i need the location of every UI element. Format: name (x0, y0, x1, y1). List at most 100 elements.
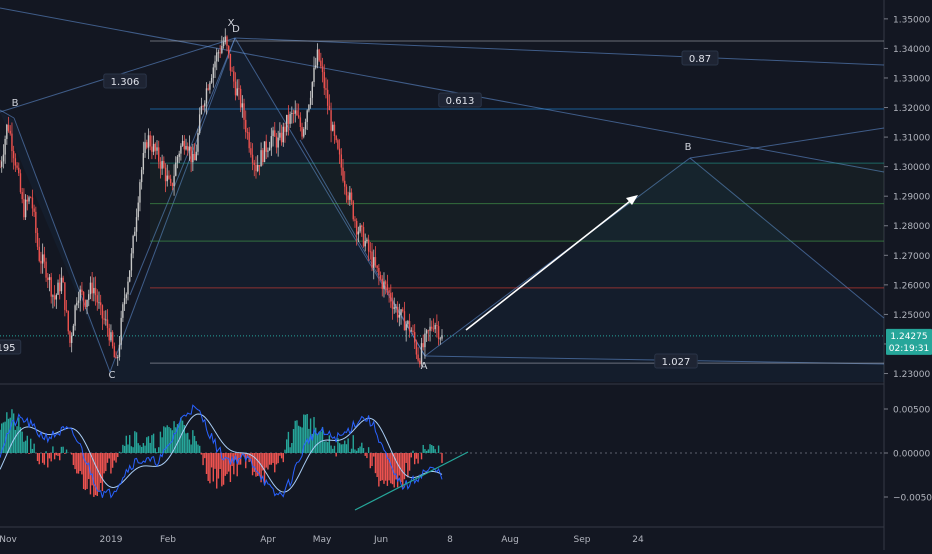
histogram-bar (334, 446, 335, 453)
histogram-bar (284, 450, 285, 453)
pattern-point-label: C (109, 370, 116, 381)
candle-body (250, 148, 251, 155)
histogram-bar (105, 453, 106, 471)
histogram-bar (267, 453, 268, 469)
histogram-bar (189, 440, 190, 453)
candle-body (351, 193, 352, 202)
histogram-bar (86, 453, 87, 489)
candle-body (98, 302, 99, 303)
histogram-bar (209, 453, 210, 483)
histogram-bar (15, 430, 16, 453)
candle-body (231, 71, 232, 72)
candle-body (320, 61, 321, 67)
histogram-bar (132, 447, 133, 453)
histogram-bar (201, 453, 202, 455)
histogram-bar (230, 453, 231, 482)
candle-body (240, 89, 241, 108)
candle-body (424, 334, 425, 348)
histogram-bar (160, 432, 161, 453)
candle-body (291, 113, 292, 114)
candle-body (370, 251, 371, 252)
candle-body (199, 114, 200, 133)
candle-body (237, 88, 238, 95)
histogram-bar (170, 428, 171, 453)
candle-body (327, 90, 328, 106)
candle-body (243, 103, 244, 120)
candle-body (42, 254, 43, 263)
candle-body (428, 330, 429, 331)
pattern-point-label: B (685, 142, 692, 153)
candle-body (81, 290, 82, 292)
histogram-bar (81, 453, 82, 474)
candle-body (170, 179, 171, 183)
candle-body (218, 52, 219, 53)
histogram-bar (298, 426, 299, 453)
histogram-bar (424, 449, 425, 453)
histogram-bar (126, 436, 127, 453)
histogram-bar (199, 446, 200, 453)
histogram-bar (351, 449, 352, 453)
histogram-bar (112, 453, 113, 468)
histogram-bar (264, 453, 265, 484)
histogram-bar (33, 444, 34, 453)
candle-body (129, 270, 130, 281)
candle-body (76, 303, 77, 306)
candle-body (117, 357, 118, 358)
histogram-bar (204, 453, 205, 458)
candle-body (335, 136, 336, 140)
candle-body (281, 133, 282, 143)
histogram-bar (341, 444, 342, 453)
candle-body (100, 302, 101, 305)
histogram-bar (129, 435, 130, 453)
candle-body (426, 330, 427, 333)
candle-body (226, 37, 227, 46)
histogram-bar (255, 453, 256, 477)
histogram-bar (155, 448, 156, 453)
histogram-bar (127, 444, 128, 453)
candle-body (438, 326, 439, 339)
candle-body (387, 284, 388, 290)
histogram-bar (286, 439, 287, 453)
candle-body (219, 52, 220, 53)
histogram-bar (228, 453, 229, 472)
candle-body (349, 193, 350, 200)
candle-body (371, 252, 372, 268)
histogram-bar (428, 449, 429, 453)
candle-body (353, 201, 354, 219)
ratio-label: 1.027 (662, 357, 691, 368)
candle-body (269, 148, 270, 151)
histogram-bar (368, 447, 369, 453)
candle-body (88, 294, 89, 300)
candle-body (196, 152, 197, 160)
candle-body (138, 203, 139, 218)
histogram-bar (52, 446, 53, 453)
candle-body (163, 161, 164, 168)
candle-body (397, 307, 398, 318)
candle-body (4, 139, 5, 155)
candle-body (404, 311, 405, 330)
histogram-bar (219, 453, 220, 469)
histogram-bar (332, 449, 333, 453)
candle-body (155, 144, 156, 151)
candle-body (139, 182, 140, 202)
histogram-bar (107, 453, 108, 463)
candle-body (407, 321, 408, 324)
candle-body (288, 115, 289, 124)
candle-body (344, 181, 345, 187)
candle-body (341, 154, 342, 167)
candle-body (103, 318, 104, 319)
histogram-bar (429, 444, 430, 453)
ratio-label: 0.613 (446, 96, 475, 107)
candle-body (267, 150, 268, 151)
candle-body (35, 212, 36, 233)
candle-body (148, 135, 149, 147)
candle-body (120, 318, 121, 345)
candle-body (146, 142, 147, 147)
candle-body (402, 309, 403, 311)
candle-body (284, 127, 285, 132)
candle-body (182, 141, 183, 146)
candle-body (208, 88, 209, 89)
candle-body (392, 302, 393, 309)
candle-body (134, 232, 135, 236)
